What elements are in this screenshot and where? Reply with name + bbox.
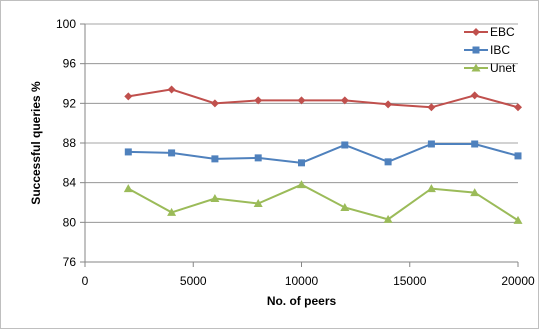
- series-line: [128, 88, 519, 109]
- x-tick-label: 0: [82, 274, 89, 288]
- series-line: [127, 183, 519, 222]
- legend: EBC IBC Unet: [464, 25, 516, 75]
- data-point: [383, 214, 393, 223]
- data-point: [472, 46, 480, 54]
- data-point: [472, 28, 480, 36]
- x-axis-title: No. of peers: [267, 294, 337, 308]
- data-point: [427, 140, 435, 148]
- y-tick-label: 80: [63, 215, 77, 229]
- y-tick-label: 76: [63, 255, 77, 269]
- data-point: [168, 149, 176, 157]
- y-tick-label: 100: [56, 17, 76, 31]
- data-point: [123, 184, 133, 193]
- data-point: [426, 184, 436, 193]
- data-point: [427, 103, 436, 112]
- data-point: [297, 180, 306, 189]
- x-tick-label: 20000: [501, 274, 535, 288]
- y-tick-label: 84: [63, 176, 77, 190]
- data-point: [210, 194, 220, 203]
- axes: [80, 23, 519, 267]
- data-point: [167, 207, 177, 216]
- y-tick-label: 92: [63, 96, 77, 110]
- y-axis-title: Successful queries %: [29, 81, 43, 205]
- legend-label: Unet: [490, 61, 516, 75]
- data-point: [124, 148, 132, 156]
- data-point: [470, 91, 479, 100]
- series-layer: [123, 85, 523, 224]
- x-tick-label: 5000: [180, 274, 207, 288]
- data-point: [211, 155, 219, 163]
- series-unet: [123, 180, 523, 224]
- legend-item-ibc: IBC: [464, 43, 510, 57]
- data-point: [384, 100, 393, 109]
- x-tick-label: 15000: [393, 274, 427, 288]
- series-ibc: [124, 140, 522, 167]
- tick-labels: 76 80 84 88 92 96 100 0 5000 10000 15000 20000: [56, 17, 535, 288]
- data-point: [471, 140, 479, 148]
- legend-item-unet: Unet: [464, 61, 516, 75]
- data-point: [471, 63, 481, 72]
- data-point: [254, 96, 263, 105]
- data-point: [298, 159, 305, 167]
- data-point: [384, 158, 392, 166]
- data-point: [341, 141, 349, 149]
- series-line: [128, 142, 519, 164]
- data-point: [340, 96, 349, 105]
- gridlines: [85, 23, 518, 223]
- data-point: [254, 154, 262, 162]
- legend-label: IBC: [490, 43, 510, 57]
- y-tick-label: 88: [63, 136, 77, 150]
- y-tick-label: 96: [63, 57, 77, 71]
- data-point: [514, 152, 522, 160]
- data-point: [470, 188, 480, 197]
- legend-item-ebc: EBC: [464, 25, 515, 39]
- data-point: [253, 198, 263, 207]
- data-point: [297, 96, 306, 105]
- x-tick-label: 10000: [285, 274, 319, 288]
- data-point: [513, 215, 523, 224]
- data-point: [210, 99, 219, 108]
- data-point: [167, 85, 176, 94]
- data-point: [340, 202, 350, 211]
- legend-label: EBC: [490, 25, 515, 39]
- series-ebc: [124, 85, 522, 112]
- data-point: [514, 103, 522, 112]
- data-point: [124, 92, 133, 101]
